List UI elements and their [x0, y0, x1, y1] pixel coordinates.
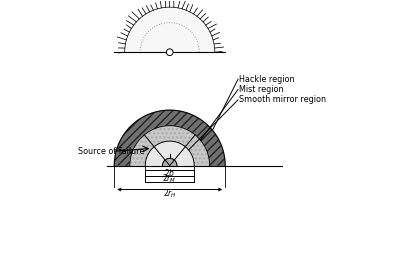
- Polygon shape: [125, 7, 215, 52]
- Circle shape: [166, 49, 173, 56]
- Polygon shape: [115, 110, 225, 166]
- Text: Hackle region: Hackle region: [239, 75, 295, 84]
- Text: Smooth mirror region: Smooth mirror region: [239, 95, 326, 104]
- Text: $2r_H$: $2r_H$: [163, 188, 177, 200]
- Text: $2r_M$: $2r_M$: [162, 173, 177, 185]
- Text: $2b$: $2b$: [164, 167, 175, 178]
- Polygon shape: [145, 141, 194, 166]
- Polygon shape: [162, 158, 177, 166]
- Polygon shape: [130, 126, 210, 166]
- Text: Source of failure: Source of failure: [78, 147, 145, 156]
- Text: Mist region: Mist region: [239, 85, 284, 94]
